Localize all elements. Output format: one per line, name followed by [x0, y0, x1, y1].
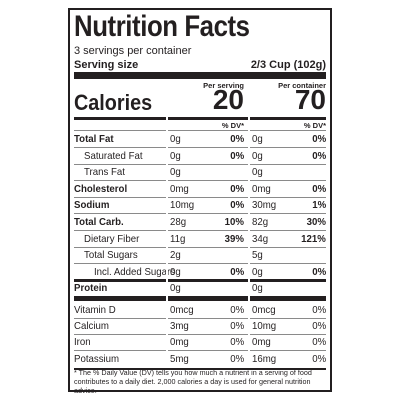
dv-serving: 0% — [230, 304, 244, 316]
amount-serving: 28g — [170, 216, 187, 228]
nutrient-name: Total Carb. — [74, 216, 124, 228]
dv-serving: 0% — [230, 336, 244, 349]
dv-serving: 39% — [224, 232, 244, 245]
calories-container: 70 — [294, 84, 326, 115]
nutrient-name: Calcium — [74, 320, 109, 333]
dv-container: 121% — [301, 232, 326, 245]
dv-container: 0% — [312, 352, 326, 365]
nutrient-name: Protein — [74, 282, 108, 295]
nutrient-name: Iron — [74, 336, 91, 349]
amount-serving: 0g — [170, 166, 181, 179]
dv-header: % DV* — [303, 121, 326, 130]
nutrient-name: Sodium — [74, 199, 110, 212]
amount-serving: 3mg — [170, 320, 189, 333]
row-rule — [74, 213, 326, 215]
dv-container: 0% — [312, 304, 326, 316]
amount-serving: 11g — [170, 232, 186, 245]
dv-container: 0% — [312, 265, 326, 278]
amount-serving: 2g — [170, 249, 181, 262]
title: Nutrition Facts — [74, 10, 250, 43]
dv-container: 0% — [312, 320, 326, 333]
nutrient-name: Total Sugars — [84, 249, 138, 262]
nutrient-name: Total Fat — [74, 133, 114, 145]
amount-serving: 10mg — [170, 199, 195, 212]
amount-serving: 0mg — [170, 336, 189, 349]
amount-container: 5g — [252, 249, 263, 262]
dv-serving: 0% — [230, 352, 244, 365]
amount-container: 10mg — [252, 320, 277, 333]
amount-serving: 5mg — [170, 352, 189, 365]
dv-container: 0% — [312, 133, 326, 145]
nutrient-name: Trans Fat — [84, 166, 125, 179]
row-rule — [74, 263, 326, 265]
dv-serving: 0% — [230, 182, 244, 195]
amount-container: 0g — [252, 133, 263, 145]
row-rule — [74, 147, 326, 148]
nutrient-name: Incl. Added Sugars — [94, 265, 176, 278]
dv-container: 0% — [312, 149, 326, 162]
dv-header: % DV* — [221, 121, 244, 130]
amount-container: 0mg — [252, 182, 271, 195]
row-rule — [74, 163, 326, 165]
col-serving: Per serving — [203, 81, 244, 90]
amount-serving: 0g — [170, 149, 181, 162]
footnote: * The % Daily Value (DV) tells you how m… — [74, 368, 312, 395]
amount-container: 0g — [252, 166, 263, 179]
amount-serving: 0mg — [170, 182, 189, 195]
column-gap — [166, 81, 168, 366]
dv-serving: 0% — [230, 133, 244, 145]
row-rule — [74, 246, 326, 248]
nutrient-name: Saturated Fat — [84, 149, 143, 162]
calories-label: Calories — [74, 90, 153, 115]
row-rule — [74, 350, 326, 352]
amount-serving: 0mcg — [170, 304, 194, 316]
dv-container: 0% — [312, 336, 326, 349]
nutrient-name: Cholesterol — [74, 182, 128, 195]
amount-container: 0mcg — [252, 304, 276, 316]
amount-serving: 0g — [170, 282, 181, 295]
amount-container: 30mg — [252, 199, 277, 212]
row-rule — [74, 196, 326, 198]
nutrient-name: Vitamin D — [74, 304, 116, 316]
dv-serving: 0% — [230, 149, 244, 162]
dv-serving: 10% — [224, 216, 244, 228]
amount-container: 16mg — [252, 352, 277, 365]
amount-container: 34g — [252, 232, 269, 245]
column-gap — [248, 81, 250, 366]
dv-serving: 0% — [230, 265, 244, 278]
medium-rule — [74, 117, 326, 120]
row-rule — [74, 130, 326, 131]
amount-container: 0mg — [252, 336, 271, 349]
row-rule — [74, 318, 326, 319]
row-rule — [74, 180, 326, 182]
serving-size: 2/3 Cup (102g) — [250, 59, 326, 71]
row-rule — [74, 230, 326, 231]
dv-container: 0% — [312, 182, 326, 195]
nutrient-name: Dietary Fiber — [84, 232, 140, 245]
thick-rule — [74, 367, 326, 370]
amount-container: 0g — [252, 149, 263, 162]
servings: 3 servings per container — [74, 45, 192, 57]
dv-serving: 0% — [230, 320, 244, 333]
amount-container: 0g — [252, 282, 263, 295]
nutrient-name: Potassium — [74, 352, 120, 365]
amount-container: 82g — [252, 216, 269, 228]
thick-rule — [74, 279, 326, 283]
amount-container: 0g — [252, 265, 263, 278]
amount-serving: 0g — [170, 265, 181, 278]
calories-serving: 20 — [212, 84, 244, 115]
thick-rule — [74, 72, 326, 79]
dv-container: 30% — [306, 216, 326, 228]
amount-serving: 0g — [170, 133, 181, 145]
row-rule — [74, 334, 326, 336]
dv-container: 1% — [312, 199, 326, 212]
thick-rule — [74, 295, 326, 301]
serving-size-label: Serving size — [74, 59, 139, 71]
col-container: Per container — [278, 81, 326, 90]
dv-serving: 0% — [230, 199, 244, 212]
nutrition-label: Nutrition Facts 3 servings per container… — [68, 8, 332, 395]
